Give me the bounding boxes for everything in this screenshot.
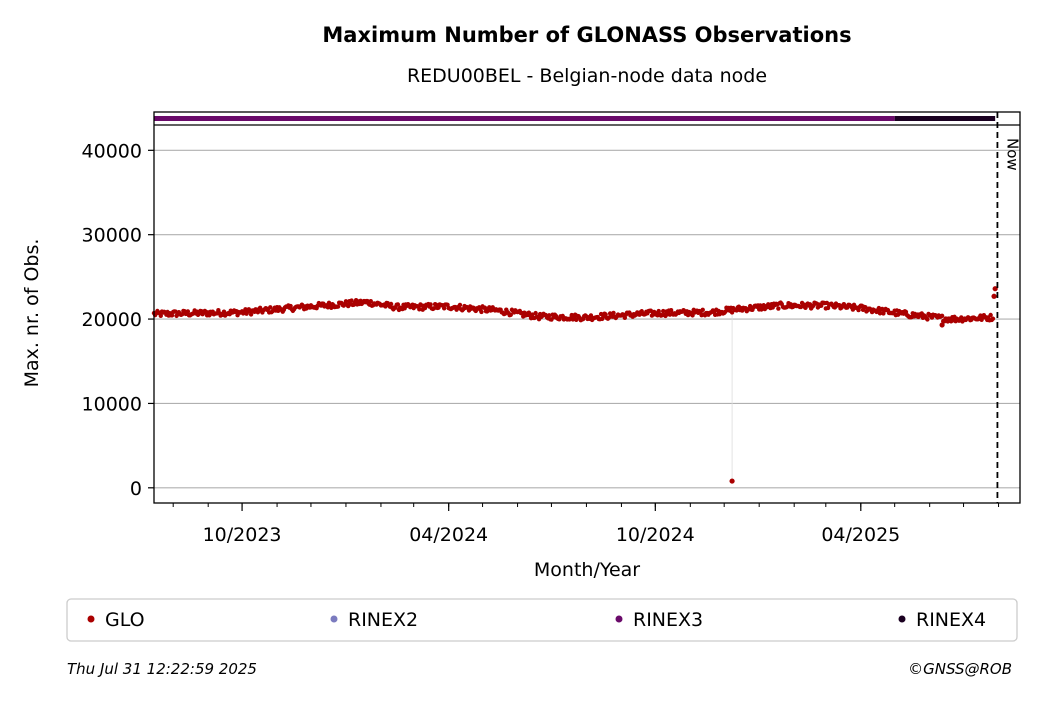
data-point-glo (533, 310, 538, 316)
data-point-glo (877, 311, 883, 316)
y-tick-label: 30000 (82, 225, 142, 247)
legend: GLO RINEX2 RINEX3 RINEX4 (66, 598, 1018, 642)
data-point-glo-outlier (991, 293, 997, 299)
legend-label-glo: GLO (105, 609, 145, 631)
legend-marker-glo (87, 615, 95, 623)
legend-label-rinex2: RINEX2 (348, 609, 418, 631)
data-point-glo (268, 305, 273, 310)
data-point-glo (668, 308, 674, 313)
data-point-glo (606, 315, 612, 320)
footer-copyright: ©GNSS@ROB (908, 660, 1012, 678)
data-point-glo-outlier (992, 286, 998, 292)
legend-frame (66, 598, 1018, 642)
plot-frame (153, 111, 1021, 504)
data-point-glo (776, 306, 781, 311)
data-point-glo (335, 304, 341, 309)
y-tick-label: 20000 (82, 309, 142, 331)
data-point-glo (546, 313, 552, 318)
chart-subtitle: REDU00BEL - Belgian-node data node (407, 65, 767, 87)
legend-marker-rinex2 (330, 615, 338, 623)
data-point-glo (441, 306, 447, 311)
legend-label-rinex4: RINEX4 (916, 609, 986, 631)
data-point-glo (925, 317, 930, 322)
chart-title: Maximum Number of GLONASS Observations (322, 23, 851, 47)
data-point-glo (656, 308, 661, 314)
data-point-glo (349, 298, 354, 303)
x-tick-label: 10/2024 (616, 524, 695, 546)
data-point-glo (661, 308, 666, 314)
now-label: Now (1003, 138, 1021, 171)
data-point-glo (395, 302, 401, 307)
data-point-glo (603, 312, 608, 317)
data-point-glo (574, 317, 579, 323)
data-point-glo (248, 312, 254, 317)
data-point-glo (700, 307, 705, 313)
legend-marker-rinex4 (898, 615, 906, 623)
legend-items: GLO RINEX2 RINEX3 RINEX4 (87, 609, 986, 631)
data-point-glo (388, 301, 394, 307)
y-tick-label: 0 (130, 478, 142, 500)
data-point-glo (611, 310, 616, 316)
data-point-glo (482, 305, 488, 310)
data-point-glo (428, 302, 433, 307)
data-point-glo (508, 312, 513, 317)
now-marker: Now (996, 112, 1021, 503)
data-point-glo (990, 316, 996, 321)
data-point-glo (383, 304, 388, 309)
y-axis-label: Max. nr. of Obs. (21, 239, 43, 388)
data-point-glo (988, 312, 993, 318)
data-point-glo (863, 305, 868, 310)
x-tick-label: 04/2024 (409, 524, 488, 546)
data-point-glo (530, 312, 535, 317)
data-point-glo (417, 307, 422, 312)
data-point-glo (479, 309, 484, 315)
data-point-glo (939, 313, 945, 319)
data-point-glo (431, 306, 437, 311)
data-point-glo (368, 298, 373, 304)
data-point-glo (457, 302, 463, 308)
footer-timestamp: Thu Jul 31 12:22:59 2025 (67, 660, 257, 678)
data-points (151, 286, 998, 484)
y-tick-label: 40000 (82, 140, 142, 162)
data-point-glo (747, 303, 753, 309)
y-axis: 0 10000 20000 30000 40000 (82, 140, 154, 500)
legend-label-rinex3: RINEX3 (633, 609, 703, 631)
data-point-glo (185, 309, 191, 314)
x-tick-label: 10/2023 (203, 524, 282, 546)
data-point-glo (158, 313, 163, 319)
x-axis: 10/2023 04/2024 10/2024 04/2025 (172, 503, 1000, 546)
legend-marker-rinex3 (615, 615, 623, 623)
data-point-glo (759, 307, 764, 312)
data-point-glo (343, 299, 349, 304)
data-point-glo-outlier (939, 322, 945, 328)
x-tick-label: 04/2025 (821, 524, 900, 546)
y-tick-label: 10000 (82, 393, 142, 415)
data-point-glo (169, 313, 175, 318)
data-point-glo-outlier (729, 478, 735, 484)
x-axis-label: Month/Year (534, 559, 640, 581)
